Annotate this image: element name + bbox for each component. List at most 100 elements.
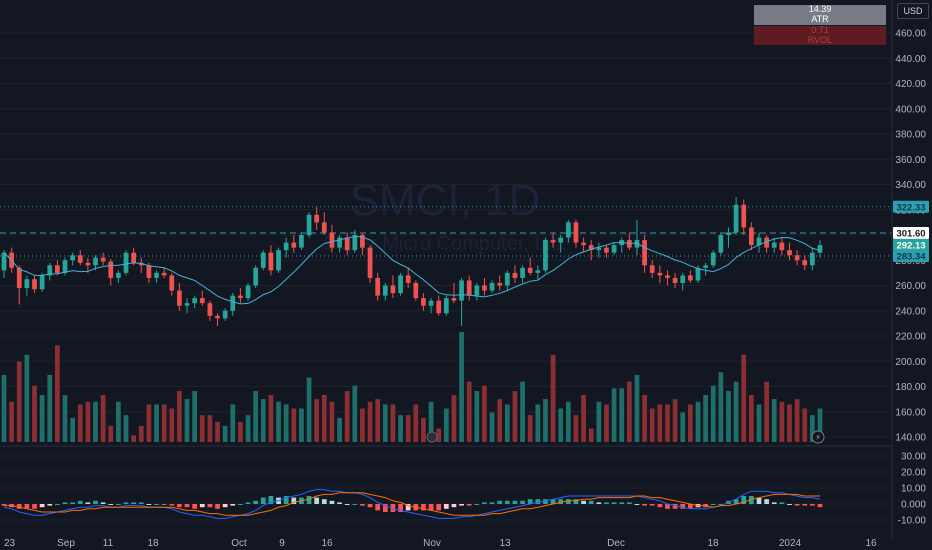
candle-body xyxy=(39,275,45,290)
macd-histogram-bar xyxy=(451,504,457,508)
volume-bar xyxy=(215,421,220,442)
volume-bar xyxy=(238,421,243,442)
macd-histogram-bar xyxy=(687,504,693,509)
volume-bar xyxy=(24,354,30,442)
volume-bar xyxy=(489,412,495,442)
macd-tick-label: -10.00 xyxy=(898,516,927,527)
candle-body xyxy=(794,255,800,261)
macd-histogram-bar xyxy=(405,504,411,511)
macd-histogram-bar xyxy=(314,497,320,504)
candle-body xyxy=(657,272,663,276)
macd-histogram-bar xyxy=(245,502,251,504)
macd-histogram-bar xyxy=(55,504,60,505)
candle-body xyxy=(649,265,655,273)
macd-histogram-bar xyxy=(466,504,472,506)
macd-histogram-bar xyxy=(802,504,808,506)
settings-icon-group[interactable]: ⚡ xyxy=(426,430,825,444)
macd-tick-label: 10.00 xyxy=(901,484,926,495)
lightning-icon[interactable] xyxy=(811,430,825,444)
macd-histogram-bar xyxy=(474,504,480,505)
volume-bar xyxy=(184,399,190,442)
atr-label: ATR xyxy=(811,13,829,24)
candle-body xyxy=(306,214,312,235)
candle-body xyxy=(299,235,304,248)
time-tick-label: Nov xyxy=(423,538,441,549)
atr-indicator[interactable]: 14.39 ATR xyxy=(754,4,886,25)
macd-histogram-bar xyxy=(222,504,228,508)
macd-histogram-bar xyxy=(489,502,495,504)
candle-body xyxy=(642,240,647,266)
time-axis[interactable]: 23 Sep 11 18 Oct 9 16 Nov 13 Dec 18 2024 16 xyxy=(4,538,877,549)
volume-bar xyxy=(634,374,640,442)
candle-body xyxy=(390,285,396,294)
candle-body xyxy=(512,272,518,278)
volume-bar xyxy=(466,381,472,442)
macd-histogram-bar xyxy=(749,496,754,504)
time-tick-label: Sep xyxy=(57,538,75,549)
candle-body xyxy=(260,252,266,268)
candle-body xyxy=(535,270,541,273)
candle-body xyxy=(70,255,75,261)
volume-bar xyxy=(787,404,792,442)
macd-histogram-bar xyxy=(108,504,114,505)
price-tag-bg xyxy=(893,226,929,239)
macd-histogram-bar xyxy=(32,504,37,509)
macd-histogram-bar xyxy=(817,504,823,508)
candlestick-series xyxy=(1,197,823,326)
volume-bar xyxy=(344,391,350,442)
candle-body xyxy=(558,237,564,243)
candle-body xyxy=(24,279,30,289)
macd-histogram-bar xyxy=(527,499,533,504)
macd-histogram-bar xyxy=(169,504,175,506)
macd-histogram-bar xyxy=(24,504,30,509)
candle-body xyxy=(810,252,815,266)
candle-body xyxy=(215,315,220,319)
macd-histogram-bar xyxy=(512,500,518,504)
candle-body xyxy=(695,267,701,281)
volume-bar xyxy=(619,388,625,442)
volume-bar xyxy=(283,404,289,442)
candle-body xyxy=(573,222,579,243)
macd-histogram-bar xyxy=(626,502,632,504)
macd-histogram-bar xyxy=(787,504,792,505)
candle-body xyxy=(527,267,533,273)
price-tick-label: 220.00 xyxy=(895,332,926,343)
price-tag-bg xyxy=(893,250,929,263)
macd-histogram-bar xyxy=(443,504,449,509)
volume-bar xyxy=(192,391,198,442)
price-tick-label: 240.00 xyxy=(895,306,926,317)
candle-body xyxy=(459,280,464,301)
volume-bar xyxy=(382,404,388,442)
candle-body xyxy=(329,232,335,248)
candle-body xyxy=(154,272,159,278)
candle-body xyxy=(146,265,152,278)
candle-body xyxy=(321,222,327,233)
macd-histogram-bar xyxy=(604,502,609,504)
volume-bar xyxy=(413,404,419,442)
candle-body xyxy=(230,295,236,311)
camera-icon[interactable] xyxy=(426,431,438,443)
candle-body xyxy=(123,252,129,273)
currency-label[interactable]: USD xyxy=(897,3,929,19)
macd-histogram-bar xyxy=(543,499,548,504)
volume-bar xyxy=(558,408,564,442)
volume-bar xyxy=(680,412,686,442)
volume-bar xyxy=(276,401,281,442)
volume-bar xyxy=(459,332,464,442)
candle-body xyxy=(85,262,91,266)
volume-bar xyxy=(161,404,167,442)
price-tick-label: 140.00 xyxy=(895,433,926,444)
volume-bar xyxy=(565,401,571,442)
volume-bar xyxy=(230,404,236,442)
candle-body xyxy=(344,237,350,251)
candle-body xyxy=(222,310,228,319)
candle-body xyxy=(504,272,510,286)
candle-body xyxy=(428,300,434,306)
candle-body xyxy=(543,240,548,271)
candle-body xyxy=(77,255,83,263)
macd-histogram-bar xyxy=(291,497,297,504)
rvol-indicator[interactable]: 0.71 RVOL xyxy=(754,25,886,45)
volume-bar xyxy=(581,395,586,442)
candle-body xyxy=(550,240,556,243)
